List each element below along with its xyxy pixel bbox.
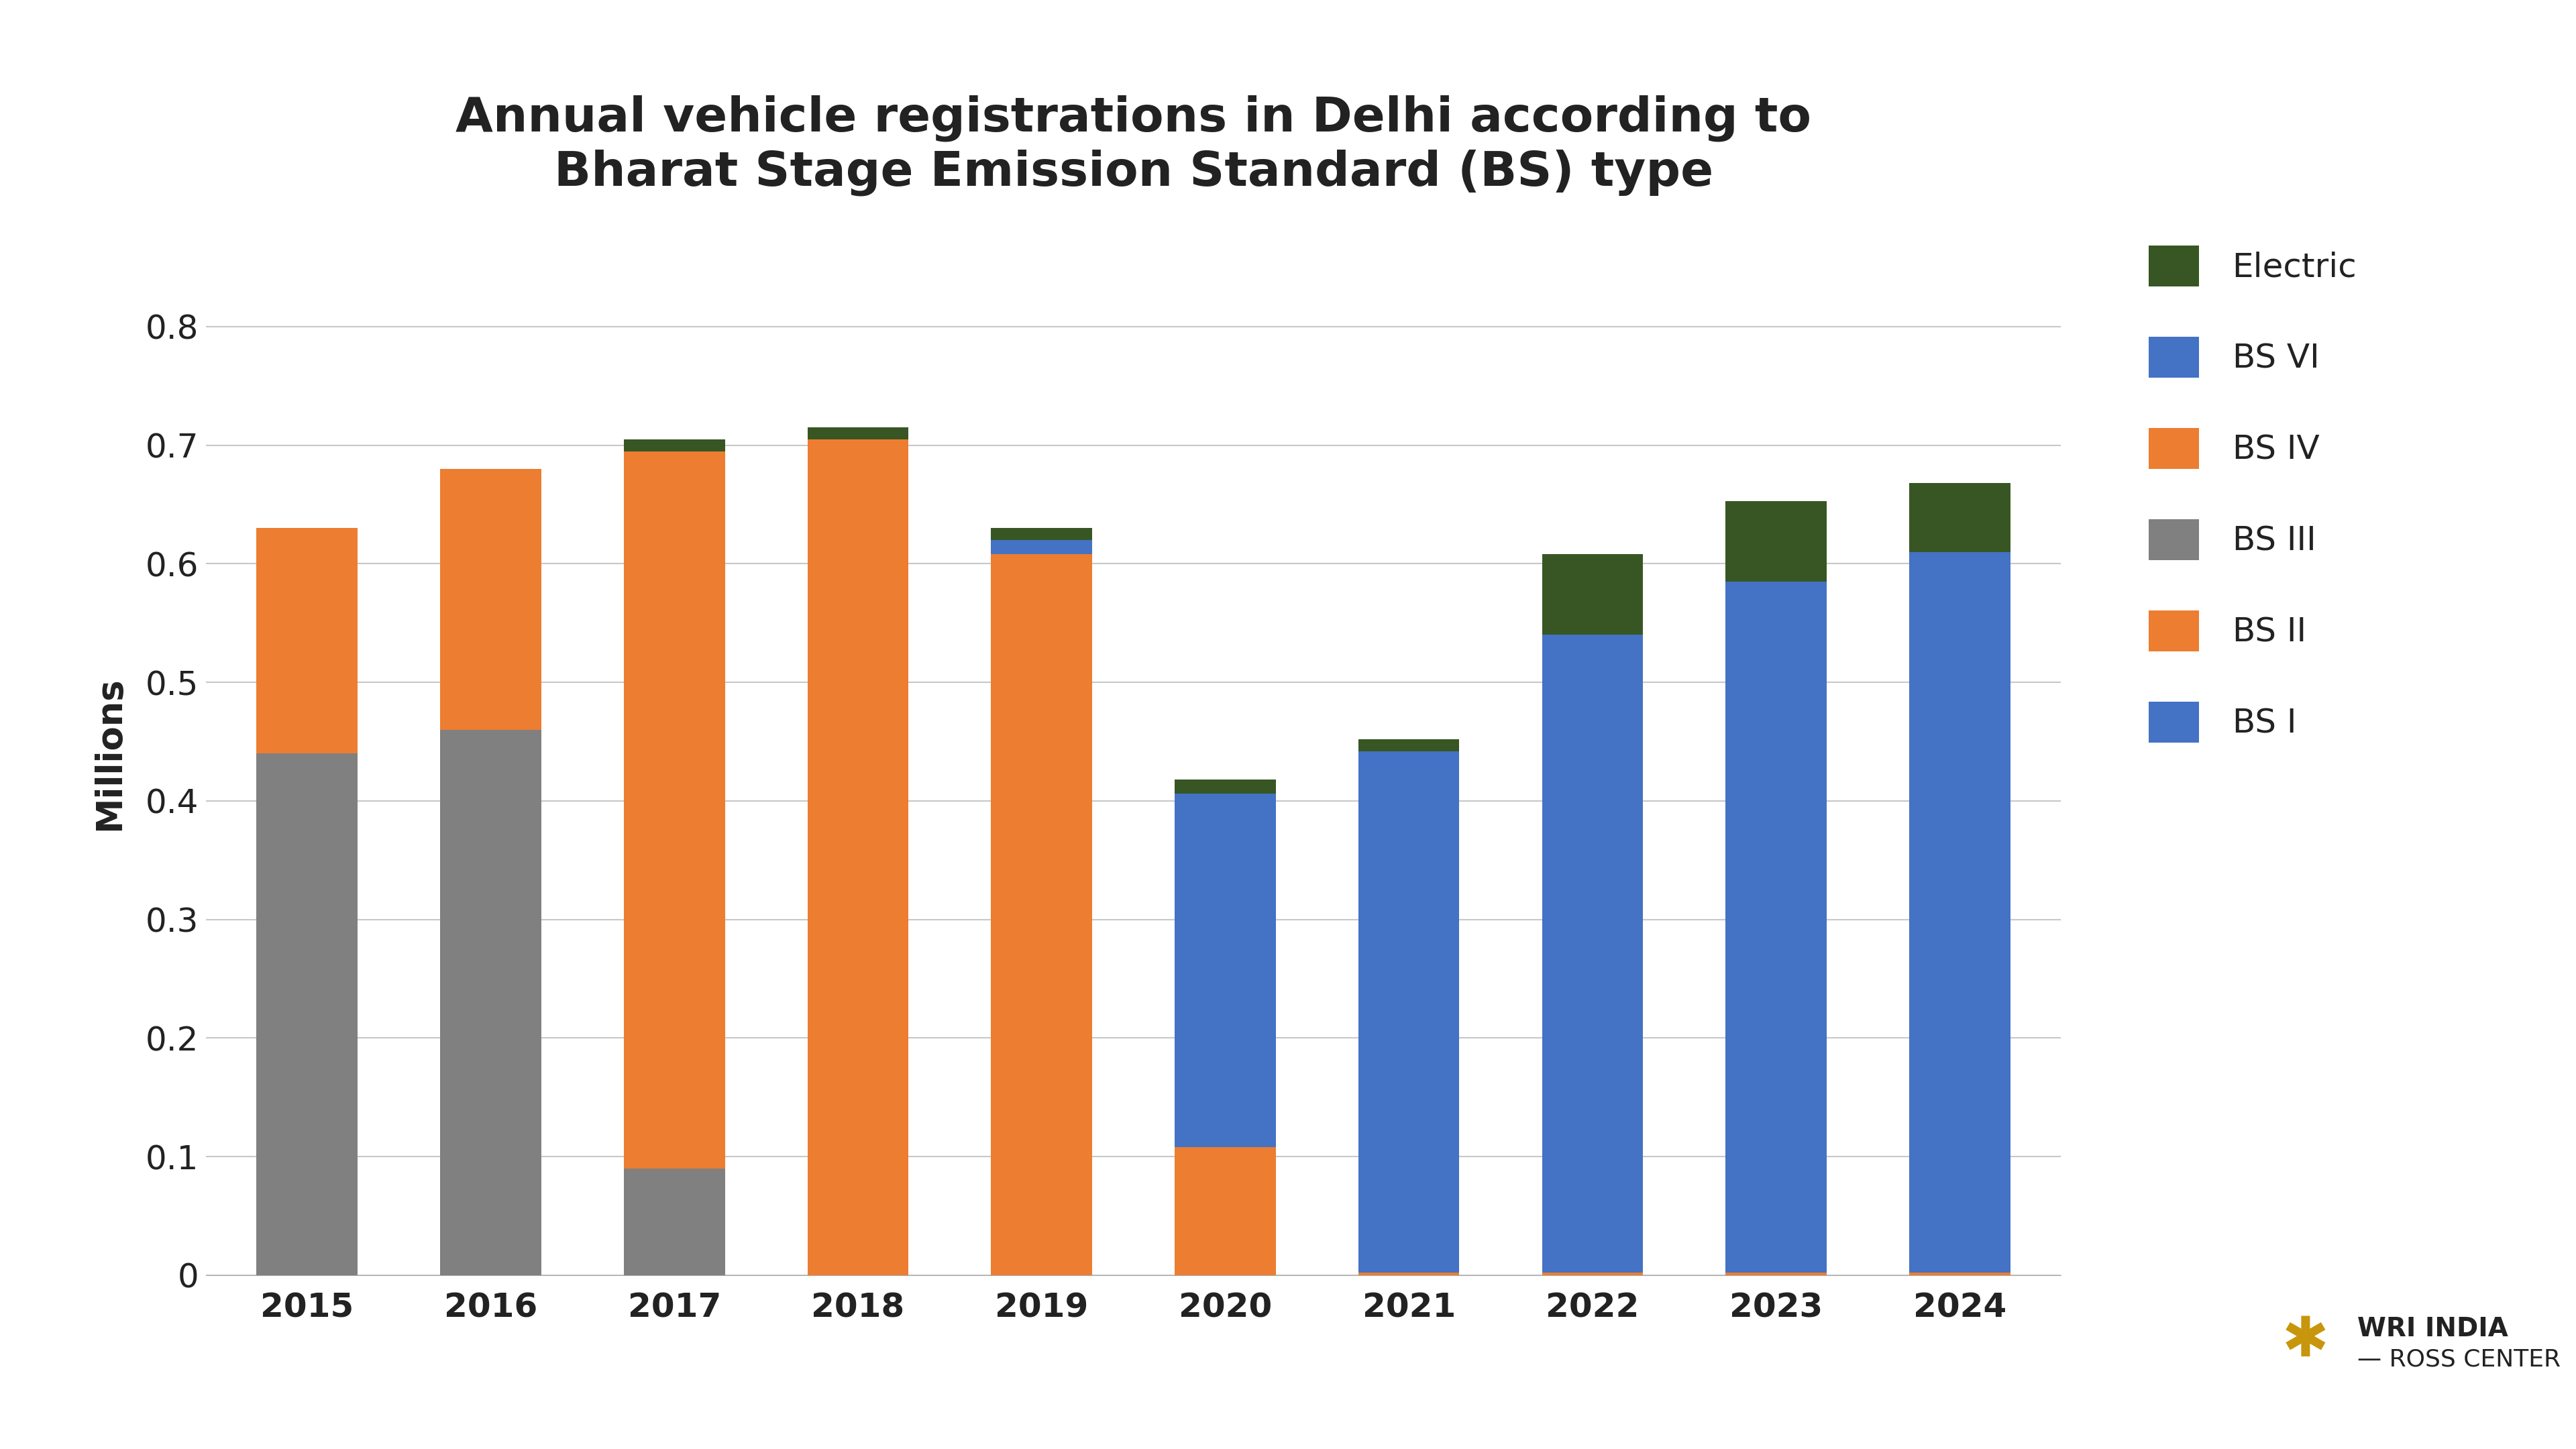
Bar — [992, 540, 1092, 555]
Text: ✱: ✱ — [2282, 1313, 2329, 1368]
Bar — [992, 555, 1092, 1275]
Bar — [1358, 1272, 1461, 1275]
Bar — [1726, 1272, 1826, 1275]
Bar — [1909, 1272, 2009, 1275]
Bar — [258, 753, 358, 1275]
Legend: Electric, BS VI, BS IV, BS III, BS II, BS I: Electric, BS VI, BS IV, BS III, BS II, B… — [2136, 232, 2370, 756]
Bar — [440, 730, 541, 1275]
Bar — [1358, 739, 1461, 751]
Bar — [623, 439, 724, 451]
Bar — [623, 1168, 724, 1275]
Bar — [1909, 552, 2009, 1272]
Bar — [1726, 501, 1826, 581]
Bar — [1175, 1148, 1275, 1275]
Bar — [1543, 635, 1643, 1272]
Bar — [623, 451, 724, 1168]
Bar — [806, 427, 909, 439]
Bar — [258, 529, 358, 753]
Y-axis label: Millions: Millions — [93, 677, 126, 830]
Bar — [1726, 581, 1826, 1272]
Bar — [1175, 780, 1275, 794]
Bar — [1175, 794, 1275, 1148]
Bar — [1543, 1272, 1643, 1275]
Bar — [440, 469, 541, 730]
Bar — [806, 439, 909, 1275]
Text: — ROSS CENTER: — ROSS CENTER — [2357, 1348, 2561, 1371]
Bar — [1358, 751, 1461, 1272]
Bar — [1543, 555, 1643, 635]
Bar — [992, 529, 1092, 540]
Bar — [1909, 483, 2009, 552]
Title: Annual vehicle registrations in Delhi according to
Bharat Stage Emission Standar: Annual vehicle registrations in Delhi ac… — [456, 96, 1811, 196]
Text: WRI INDIA: WRI INDIA — [2357, 1316, 2509, 1342]
